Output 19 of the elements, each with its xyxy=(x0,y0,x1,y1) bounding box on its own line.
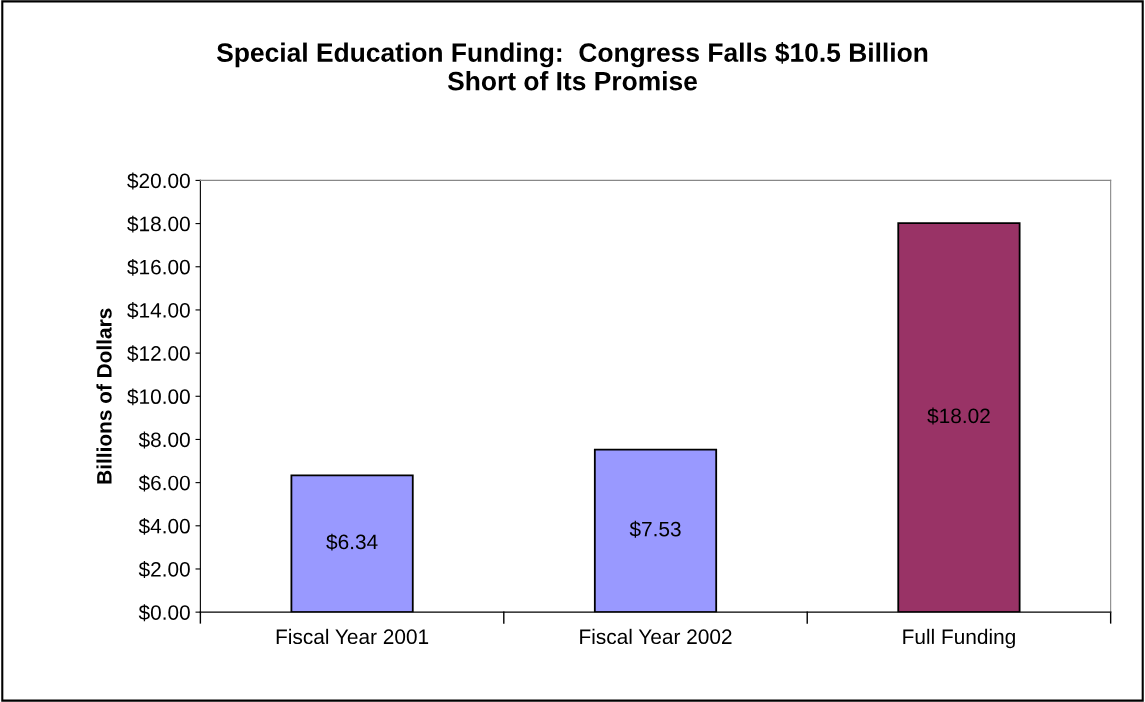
x-tick-label: Fiscal Year 2001 xyxy=(276,628,429,645)
y-tick-label: $14.00 xyxy=(127,302,190,319)
y-tick-label: $8.00 xyxy=(138,431,190,449)
x-tick-label: Full Funding xyxy=(903,628,1015,649)
y-tick-label: $12.00 xyxy=(127,345,190,363)
y-tick-label: $6.00 xyxy=(138,474,190,492)
y-tick-label: $10.00 xyxy=(127,388,190,406)
x-tick-label: Fiscal Year 2002 xyxy=(580,628,732,645)
y-tick-label: $4.00 xyxy=(138,517,190,535)
y-tick-label: $18.00 xyxy=(127,215,190,233)
y-tick-label: $20.00 xyxy=(127,172,190,190)
chart-title: Special Education Funding: Congress Falls $10.5 Billion Short of Its Promise xyxy=(216,42,928,91)
data-label: $18.02 xyxy=(927,407,990,425)
y-axis-title: Billions of Dollars xyxy=(96,308,112,484)
y-tick-label: $2.00 xyxy=(138,561,190,578)
data-label: $6.34 xyxy=(326,533,378,551)
data-label: $7.53 xyxy=(629,520,681,538)
y-tick-label: $0.00 xyxy=(138,604,190,622)
y-tick-label: $16.00 xyxy=(127,258,190,276)
